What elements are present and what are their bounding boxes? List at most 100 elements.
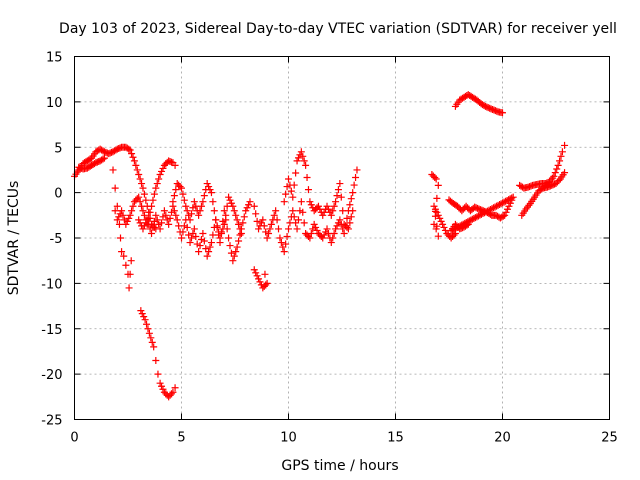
data-point-marker — [152, 211, 160, 219]
x-tick-label: 0 — [70, 431, 78, 446]
data-point-marker — [122, 261, 130, 269]
data-point-marker — [217, 229, 225, 237]
x-tick-label: 10 — [280, 431, 297, 446]
data-point-marker — [337, 193, 345, 201]
y-tick-labels: -25 -20 -15 -10 -5 0 5 10 15 — [41, 51, 62, 429]
data-point-marker — [477, 210, 485, 218]
data-point-marker — [250, 266, 258, 274]
data-point-marker — [508, 194, 516, 202]
data-point-marker — [166, 214, 174, 222]
data-point-marker — [133, 166, 141, 174]
data-point-marker — [502, 208, 510, 216]
data-point-marker — [299, 208, 307, 216]
data-point-marker — [129, 153, 137, 161]
data-point-marker — [232, 211, 240, 219]
data-point-marker — [149, 223, 157, 231]
y-tick-label: 0 — [54, 187, 62, 202]
data-point-marker — [229, 257, 237, 265]
data-point-marker — [252, 210, 260, 218]
data-point-marker — [199, 198, 207, 206]
data-point-marker — [289, 193, 297, 201]
data-point-marker — [473, 213, 481, 221]
data-point-marker — [343, 223, 351, 231]
data-point-marker — [212, 216, 220, 224]
data-point-marker — [260, 222, 268, 230]
data-point-marker — [434, 211, 442, 219]
data-point-marker — [243, 204, 251, 212]
data-point-marker — [306, 198, 314, 206]
data-point-marker — [150, 190, 158, 198]
data-point-marker — [253, 217, 261, 225]
chart-title: Day 103 of 2023, Sidereal Day-to-day VTE… — [59, 21, 617, 37]
data-point-marker — [149, 196, 157, 204]
data-point-marker — [142, 196, 150, 204]
data-point-marker — [557, 152, 565, 160]
series-s14 — [451, 91, 506, 117]
data-point-marker — [122, 220, 130, 228]
data-point-marker — [200, 237, 208, 245]
y-tick-label: -5 — [50, 232, 63, 247]
data-point-marker — [333, 192, 341, 200]
data-point-marker — [303, 174, 311, 181]
data-point-marker — [156, 170, 164, 178]
data-point-marker — [259, 216, 267, 224]
data-point-marker — [499, 109, 506, 117]
data-point-marker — [100, 154, 108, 162]
data-point-marker — [136, 198, 144, 206]
data-point-marker — [433, 222, 441, 230]
data-point-marker — [485, 206, 493, 214]
data-point-marker — [190, 198, 198, 206]
data-point-marker — [210, 207, 218, 215]
data-points — [71, 91, 569, 401]
data-point-marker — [340, 229, 348, 237]
data-point-marker — [159, 164, 167, 172]
data-point-marker — [239, 219, 247, 227]
data-point-marker — [136, 175, 144, 183]
data-point-marker — [556, 157, 564, 165]
data-point-marker — [236, 231, 244, 239]
data-point-marker — [206, 186, 214, 194]
data-point-marker — [126, 146, 134, 154]
data-point-marker — [118, 207, 126, 215]
data-point-marker — [162, 211, 170, 219]
data-point-marker — [127, 257, 135, 265]
data-point-marker — [235, 220, 243, 228]
data-point-marker — [246, 198, 254, 206]
data-point-marker — [312, 223, 320, 231]
data-point-marker — [236, 225, 244, 233]
data-point-marker — [346, 201, 354, 209]
x-tick-label: 15 — [387, 431, 404, 446]
data-point-marker — [123, 217, 131, 225]
data-point-marker — [178, 184, 185, 192]
data-point-marker — [433, 194, 441, 202]
data-point-marker — [320, 231, 328, 239]
data-point-marker — [468, 215, 476, 223]
data-point-marker — [329, 207, 337, 215]
data-point-marker — [491, 203, 499, 211]
data-point-marker — [324, 205, 332, 213]
data-point-marker — [139, 207, 147, 215]
data-point-marker — [140, 313, 148, 321]
data-point-marker — [431, 205, 439, 213]
data-point-marker — [128, 150, 136, 158]
data-point-marker — [186, 216, 194, 224]
series-s9 — [250, 166, 361, 256]
data-point-marker — [113, 202, 121, 210]
data-point-marker — [119, 211, 127, 219]
data-point-marker — [327, 239, 335, 247]
data-point-marker — [277, 239, 285, 247]
data-point-marker — [125, 145, 133, 153]
data-point-marker — [287, 187, 295, 195]
data-point-marker — [319, 211, 327, 219]
data-point-marker — [153, 216, 161, 224]
data-point-marker — [292, 169, 300, 177]
data-point-marker — [290, 181, 298, 189]
y-tick-label: 15 — [46, 51, 63, 66]
data-point-marker — [323, 202, 331, 210]
data-point-marker — [135, 216, 143, 224]
data-point-marker — [169, 198, 177, 206]
y-tick-label: -25 — [41, 414, 62, 429]
data-point-marker — [467, 216, 475, 224]
data-point-marker — [330, 229, 338, 237]
axis-ticks — [74, 56, 610, 420]
